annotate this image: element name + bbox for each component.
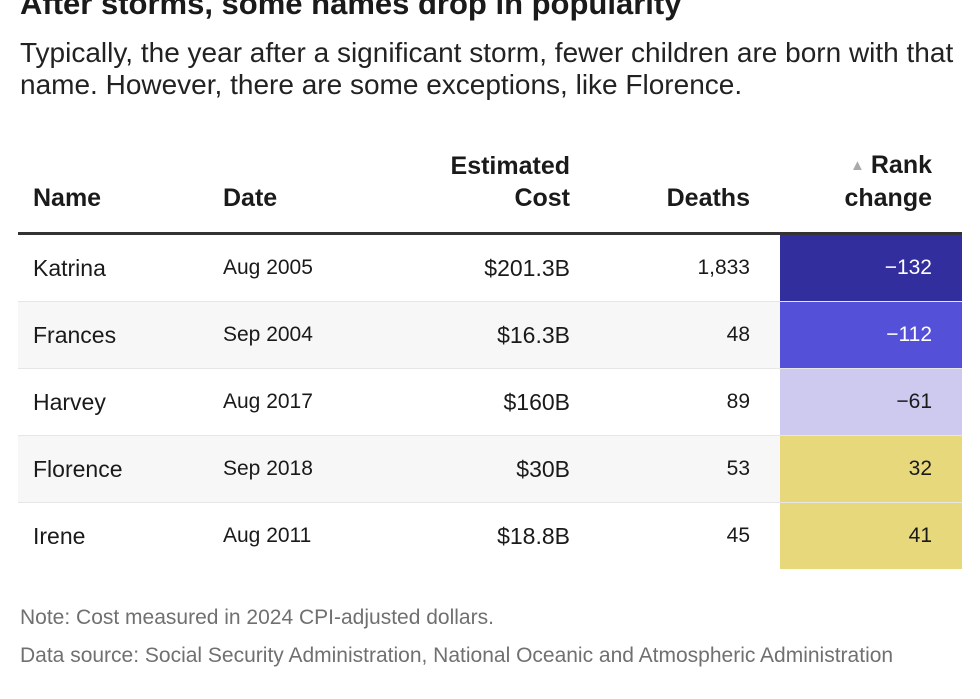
cell-name: Irene xyxy=(33,523,86,549)
sort-ascending-icon: ▲ xyxy=(850,157,865,174)
cell-rank-change: 41 xyxy=(780,503,962,569)
cell-date: Sep 2004 xyxy=(223,323,313,346)
chart-title: After storms, some names drop in popular… xyxy=(20,0,682,21)
cell-deaths: 48 xyxy=(726,323,750,346)
cell-deaths: 45 xyxy=(726,524,750,547)
cell-date: Aug 2011 xyxy=(223,524,312,547)
cell-cost: $201.3B xyxy=(484,255,570,281)
table-header: Name Date Estimated Cost Deaths ▲ Rank ch… xyxy=(18,150,962,235)
cell-name: Florence xyxy=(33,456,123,482)
cell-deaths: 53 xyxy=(726,457,750,480)
cell-cost: $16.3B xyxy=(497,322,570,348)
column-header-cost[interactable]: Estimated Cost xyxy=(398,150,570,214)
cell-deaths: 1,833 xyxy=(697,256,750,279)
cell-rank-change: −132 xyxy=(780,235,962,301)
table-row: Katrina Aug 2005 $201.3B 1,833 −132 xyxy=(18,235,962,302)
column-header-date-label: Date xyxy=(223,184,278,212)
table-row: Florence Sep 2018 $30B 53 32 xyxy=(18,436,962,503)
cell-date: Aug 2005 xyxy=(223,256,313,279)
column-header-rank-change[interactable]: ▲ Rank change xyxy=(780,149,932,214)
table-row: Harvey Aug 2017 $160B 89 −61 xyxy=(18,369,962,436)
cell-rank-change: −61 xyxy=(780,369,962,435)
cell-name: Frances xyxy=(33,322,117,348)
cell-date: Aug 2017 xyxy=(223,390,313,413)
table-body: Katrina Aug 2005 $201.3B 1,833 −132 Fran… xyxy=(18,235,962,569)
cell-cost: $18.8B xyxy=(497,523,570,549)
chart-subtitle: Typically, the year after a significant … xyxy=(20,37,954,100)
column-header-cost-line2: Cost xyxy=(514,184,570,212)
column-header-name[interactable]: Name xyxy=(33,182,101,214)
cell-date: Sep 2018 xyxy=(223,457,313,480)
cell-cost: $30B xyxy=(516,456,570,482)
storm-table: Name Date Estimated Cost Deaths ▲ Rank ch… xyxy=(18,150,962,569)
column-header-rank-line1: Rank xyxy=(870,151,932,179)
column-header-rank-line2: change xyxy=(844,184,932,212)
cell-name: Katrina xyxy=(33,255,106,281)
cell-cost: $160B xyxy=(503,389,570,415)
cell-rank-change: −112 xyxy=(780,302,962,368)
cell-name: Harvey xyxy=(33,389,106,415)
column-header-date[interactable]: Date xyxy=(223,182,277,214)
table-row: Irene Aug 2011 $18.8B 45 41 xyxy=(18,503,962,569)
column-header-cost-line1: Estimated xyxy=(450,152,570,180)
column-header-deaths-label: Deaths xyxy=(666,184,750,212)
footnote-cost: Note: Cost measured in 2024 CPI-adjusted… xyxy=(20,606,494,629)
table-row: Frances Sep 2004 $16.3B 48 −112 xyxy=(18,302,962,369)
cell-rank-change: 32 xyxy=(780,436,962,502)
cell-deaths: 89 xyxy=(726,390,750,413)
column-header-name-label: Name xyxy=(33,184,102,212)
data-source: Data source: Social Security Administrat… xyxy=(20,644,894,667)
column-header-deaths[interactable]: Deaths xyxy=(598,182,750,214)
